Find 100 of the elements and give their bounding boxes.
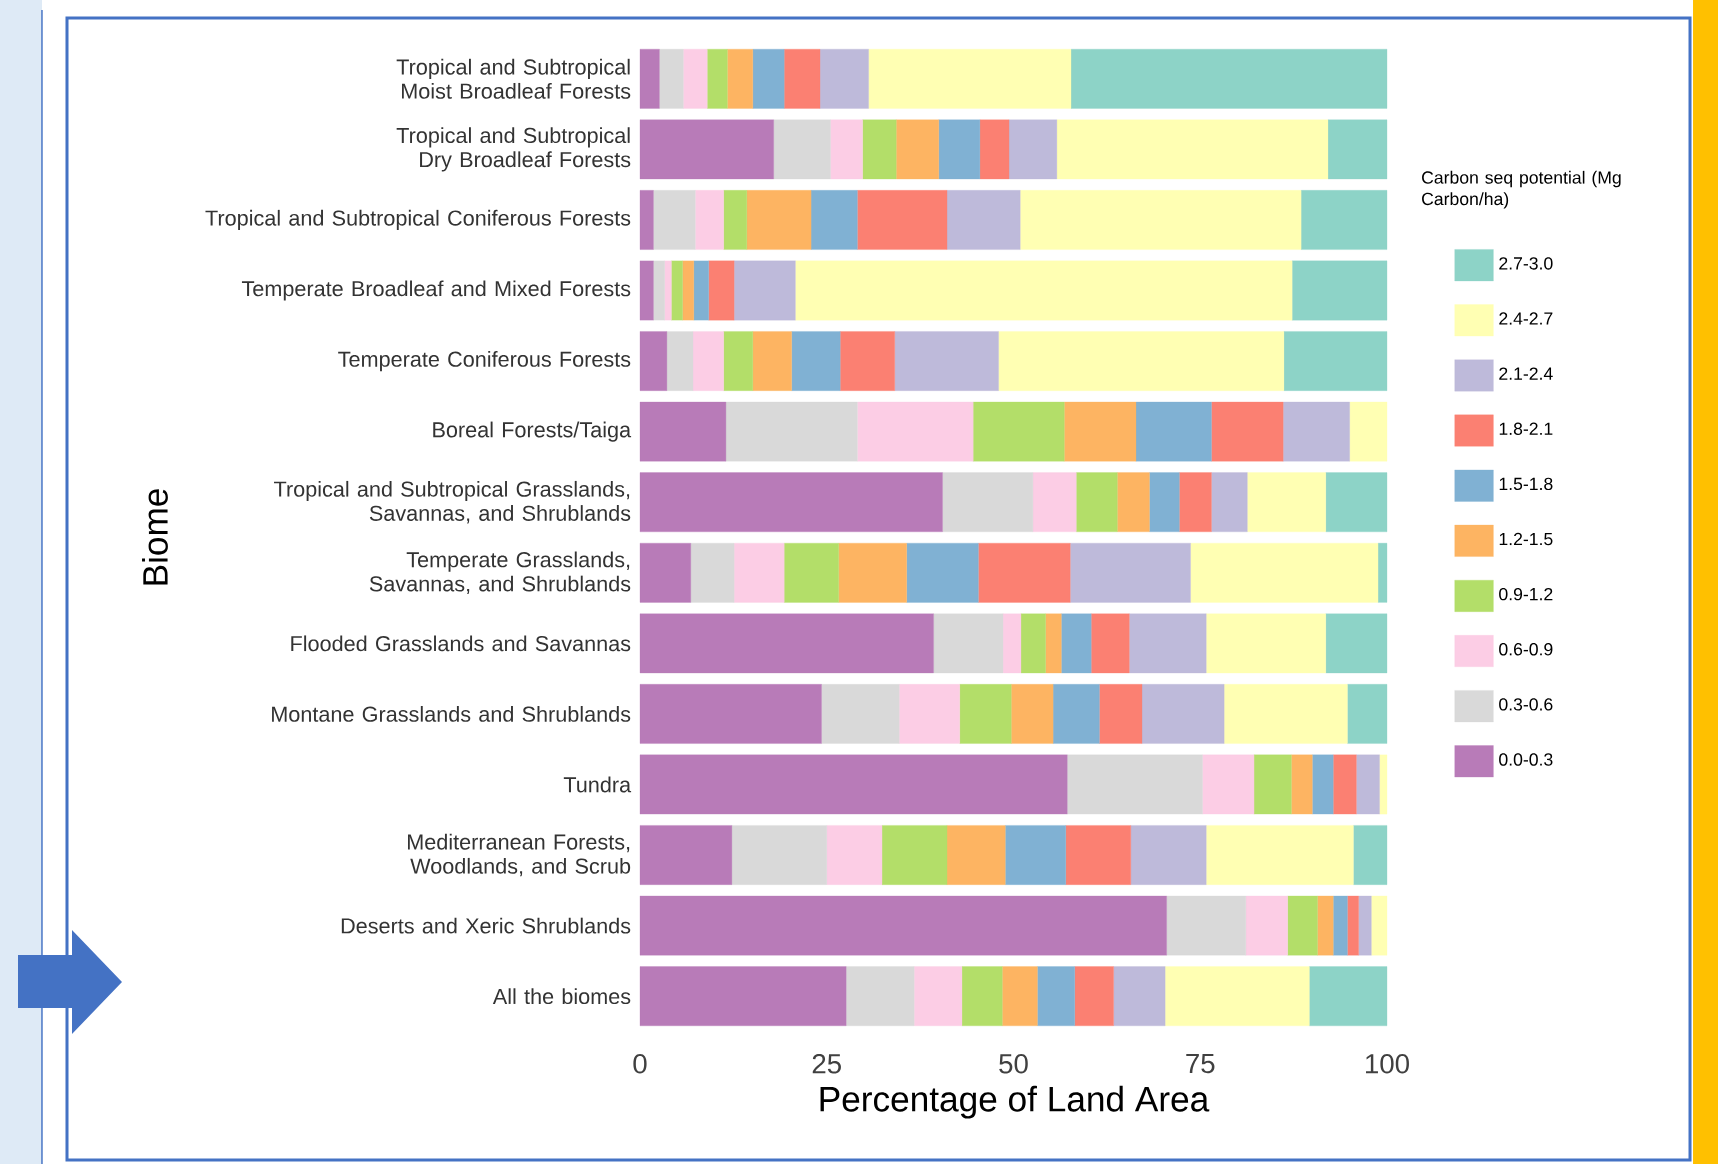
bar [881, 825, 948, 885]
bar [653, 260, 665, 321]
bar [1002, 966, 1038, 1026]
bar [1005, 825, 1066, 885]
bar [1061, 613, 1092, 674]
bar [1064, 401, 1137, 462]
bar [683, 49, 708, 109]
bar [752, 49, 785, 109]
bar [1113, 966, 1166, 1026]
legend-label: 1.8-2.1 [1499, 422, 1553, 435]
bar [1211, 401, 1284, 462]
bar [1253, 754, 1292, 815]
bar [1356, 754, 1380, 815]
bar [959, 684, 1012, 744]
x-tick-label: 50 [999, 1053, 1028, 1074]
bar [639, 260, 654, 321]
bar [978, 542, 1071, 603]
y-axis-title: Biome [142, 489, 168, 585]
bar [1379, 754, 1388, 815]
bar [1325, 613, 1388, 674]
bar [671, 260, 683, 321]
bar [639, 190, 654, 250]
y-tick-label: Mediterranean Forests, Woodlands, and Scrub [408, 833, 631, 877]
bar [659, 49, 684, 109]
bar [1020, 613, 1046, 674]
y-tick-label: Montane Grasslands and Shrublands [272, 705, 631, 722]
bar [1179, 472, 1212, 532]
bar [639, 754, 1068, 815]
x-tick-label: 0 [633, 1053, 647, 1074]
bar [998, 331, 1285, 391]
bar [1141, 684, 1225, 744]
bar [639, 49, 660, 109]
bar [1247, 472, 1326, 532]
legend-label: 0.3-0.6 [1499, 698, 1553, 711]
bar [733, 542, 785, 603]
bar [1202, 754, 1255, 815]
bar [1291, 754, 1313, 815]
bar [896, 119, 939, 180]
bar [639, 684, 822, 744]
bar [708, 260, 735, 321]
bar [1224, 684, 1348, 744]
bar [899, 684, 960, 744]
x-tick-label: 25 [812, 1053, 841, 1074]
bar [784, 542, 839, 603]
bar [868, 49, 1072, 109]
x-tick-label: 100 [1366, 1053, 1409, 1074]
bar [1166, 895, 1246, 956]
bar [725, 401, 858, 462]
bar [894, 331, 999, 391]
bar [1056, 119, 1329, 180]
bar [752, 331, 792, 391]
bar [961, 966, 1003, 1026]
bar [1099, 684, 1143, 744]
bar [1190, 542, 1379, 603]
bar [819, 49, 869, 109]
bar [830, 119, 863, 180]
bar [1117, 472, 1150, 532]
bar [639, 331, 668, 391]
y-tick-label: Tropical and Subtropical Dry Broadleaf Forests [396, 127, 631, 172]
legend-label: 0.0-0.3 [1499, 753, 1553, 766]
bar [838, 542, 907, 603]
legend-label: 0.6-0.9 [1499, 643, 1553, 656]
bar [746, 190, 812, 250]
bar [693, 260, 709, 321]
bar [942, 472, 1034, 532]
bar [773, 119, 831, 180]
bar [1037, 966, 1075, 1026]
bar [1076, 472, 1118, 532]
legend-label: 2.4-2.7 [1499, 312, 1553, 325]
bar [1065, 825, 1131, 885]
bar [1291, 260, 1388, 321]
bar [979, 119, 1010, 180]
bar [795, 260, 1293, 321]
x-tick-label: 75 [1186, 1053, 1215, 1074]
bar [810, 190, 858, 250]
bar [862, 119, 897, 180]
bar [933, 613, 1004, 674]
legend-label: 2.1-2.4 [1499, 367, 1553, 380]
bar [1333, 754, 1357, 815]
y-tick-label: Tropical and Subtropical Coniferous Forests [205, 209, 631, 231]
bar [1070, 49, 1388, 109]
bar [695, 190, 724, 250]
y-tick-label: Deserts and Xeric Shrublands [341, 917, 631, 934]
bar [1325, 472, 1388, 532]
bar [639, 895, 1167, 956]
bar [1245, 895, 1288, 956]
bar [1206, 613, 1326, 674]
bar [1206, 825, 1354, 885]
bar [1008, 119, 1057, 180]
y-tick-label: Flooded Grasslands and Savannas [291, 635, 631, 652]
bar [1164, 966, 1310, 1026]
bar [653, 190, 696, 250]
bar [1347, 684, 1388, 744]
bar [1129, 613, 1207, 674]
bar [639, 613, 934, 674]
bar [946, 825, 1006, 885]
bar [639, 119, 774, 180]
bar [692, 331, 724, 391]
bar [846, 966, 915, 1026]
y-tick-label: Tundra [563, 776, 632, 793]
